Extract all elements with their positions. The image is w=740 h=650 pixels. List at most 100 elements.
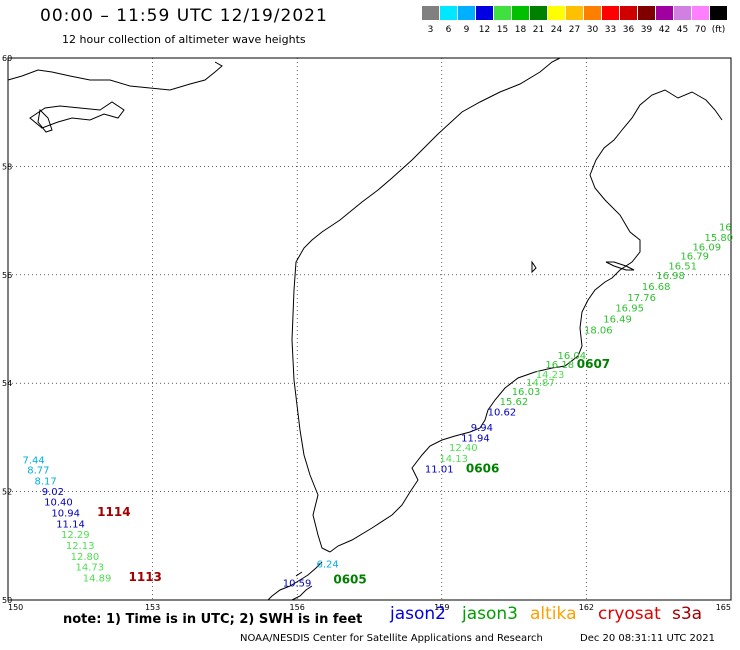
lon-tick-label: 165 [716, 603, 731, 612]
wave-height-reading: 17.76 [627, 293, 656, 304]
track-time-label: 0606 [466, 462, 499, 476]
lon-tick-label: 162 [579, 603, 594, 612]
scale-swatch [584, 6, 601, 20]
scale-swatch [638, 6, 655, 20]
wave-height-reading: 9.94 [471, 423, 493, 434]
wave-height-reading: 6.24 [316, 559, 338, 570]
satellite-altika-label: altika [530, 604, 577, 624]
wave-height-reading: 16.49 [603, 314, 632, 325]
wave-height-reading: 16.18 [545, 360, 574, 371]
scale-label: 3 [427, 25, 434, 35]
wave-height-reading: 14.87 [526, 378, 555, 389]
wave-height-reading: 9.02 [42, 487, 64, 498]
scale-swatch [458, 6, 475, 20]
track-time-label: 1113 [129, 570, 162, 584]
scale-swatch [656, 6, 673, 20]
scale-swatch [440, 6, 457, 20]
scale-label: 39 [640, 25, 653, 35]
scale-swatch [494, 6, 511, 20]
wave-height-reading: 10.40 [44, 498, 73, 509]
scale-swatch [602, 6, 619, 20]
scale-unit-label: (ft) [711, 25, 726, 35]
scale-swatch [548, 6, 565, 20]
wave-height-reading: 12.80 [71, 552, 100, 563]
map-frame [7, 57, 732, 601]
lat-lon-grid [7, 57, 732, 601]
scale-label: 24 [550, 25, 563, 35]
kuril-islands-coastline [267, 561, 323, 601]
wave-height-reading: 16.09 [692, 242, 721, 253]
track-time-label: 0607 [577, 357, 610, 371]
track-time-labels: 1114 1113 0605 0606 0607 [97, 357, 610, 587]
scale-label: 27 [568, 25, 581, 35]
scale-swatch [692, 6, 709, 20]
lat-tick-label: 50 [2, 596, 12, 605]
lon-tick-label: 156 [290, 603, 305, 612]
scale-label: 36 [622, 25, 635, 35]
wave-height-readings: 7.448.778.179.0210.4010.9411.1412.2912.1… [22, 222, 733, 589]
scale-swatch [476, 6, 493, 20]
satellite-s3a-label: s3a [672, 604, 703, 624]
okhotsk-north-coastline [7, 61, 223, 91]
wave-height-reading: 8.17 [35, 477, 57, 488]
wave-height-reading: 8.77 [27, 466, 49, 477]
commander-islands-coastline [531, 260, 635, 274]
scale-label: 33 [604, 25, 617, 35]
scale-label: 45 [676, 25, 689, 35]
scale-label: 18 [514, 25, 527, 35]
units-note: note: 1) Time is in UTC; 2) SWH is in fe… [63, 612, 363, 627]
satellite-cryosat-label: cryosat [598, 604, 661, 624]
scale-label: 70 [694, 25, 707, 35]
wave-height-reading: 12.40 [449, 443, 478, 454]
wave-height-reading: 16.03 [512, 387, 541, 398]
coastline [7, 57, 723, 601]
wave-height-reading: 10.62 [488, 408, 517, 419]
wave-height-reading: 15.62 [500, 397, 529, 408]
scale-swatch [710, 6, 727, 20]
wave-height-reading: 16.98 [656, 271, 685, 282]
wave-height-reading: 11.01 [425, 465, 454, 476]
satellite-jason3-label: jason3 [462, 604, 518, 624]
scale-swatch [674, 6, 691, 20]
wave-height-reading: 16.04 [557, 351, 586, 362]
generated-timestamp: Dec 20 08:31:11 UTC 2021 [580, 633, 715, 644]
scale-label: 6 [445, 25, 452, 35]
wave-height-reading: 11.14 [56, 519, 85, 530]
kamchatka-east-coastline [329, 89, 723, 553]
scale-label: 42 [658, 25, 671, 35]
scale-label: 21 [532, 25, 545, 35]
scale-label: 9 [463, 25, 470, 35]
map-title: 00:00 – 11:59 UTC 12/19/2021 [40, 6, 328, 26]
wave-height-reading: 16.79 [680, 252, 709, 263]
lat-tick-label: 56 [2, 271, 12, 280]
scale-swatch [512, 6, 529, 20]
wave-height-reading: 12.13 [66, 541, 95, 552]
lat-tick-label: 54 [2, 379, 12, 388]
wave-height-reading: 7.44 [22, 455, 44, 466]
okhotsk-islet-coastline [37, 108, 53, 133]
lat-tick-label: 52 [2, 488, 12, 497]
okhotsk-peninsula-coastline [29, 101, 125, 129]
wave-height-reading: 14.23 [536, 370, 565, 381]
lon-tick-label: 153 [145, 603, 160, 612]
lon-tick-label: 150 [8, 603, 23, 612]
kamchatka-coastline [291, 57, 561, 553]
lon-tick-label: 159 [434, 603, 449, 612]
scale-swatch [566, 6, 583, 20]
scale-swatch [422, 6, 439, 20]
wave-height-reading: 18.06 [584, 325, 613, 336]
wave-height-reading: 10.94 [51, 509, 80, 520]
scale-swatch [620, 6, 637, 20]
track-time-label: 0605 [333, 573, 366, 587]
wave-height-reading: 12.29 [61, 530, 90, 541]
lat-tick-label: 58 [2, 162, 12, 171]
map-subtitle: 12 hour collection of altimeter wave hei… [62, 33, 306, 46]
scale-label: 15 [496, 25, 509, 35]
wave-height-reading: 11.94 [461, 434, 490, 445]
wave-height-reading: 15.80 [704, 233, 733, 244]
lat-tick-label: 60 [2, 54, 12, 63]
wave-height-reading: 16.51 [668, 261, 697, 272]
wave-height-reading: 14.13 [439, 454, 468, 465]
scale-swatch [530, 6, 547, 20]
